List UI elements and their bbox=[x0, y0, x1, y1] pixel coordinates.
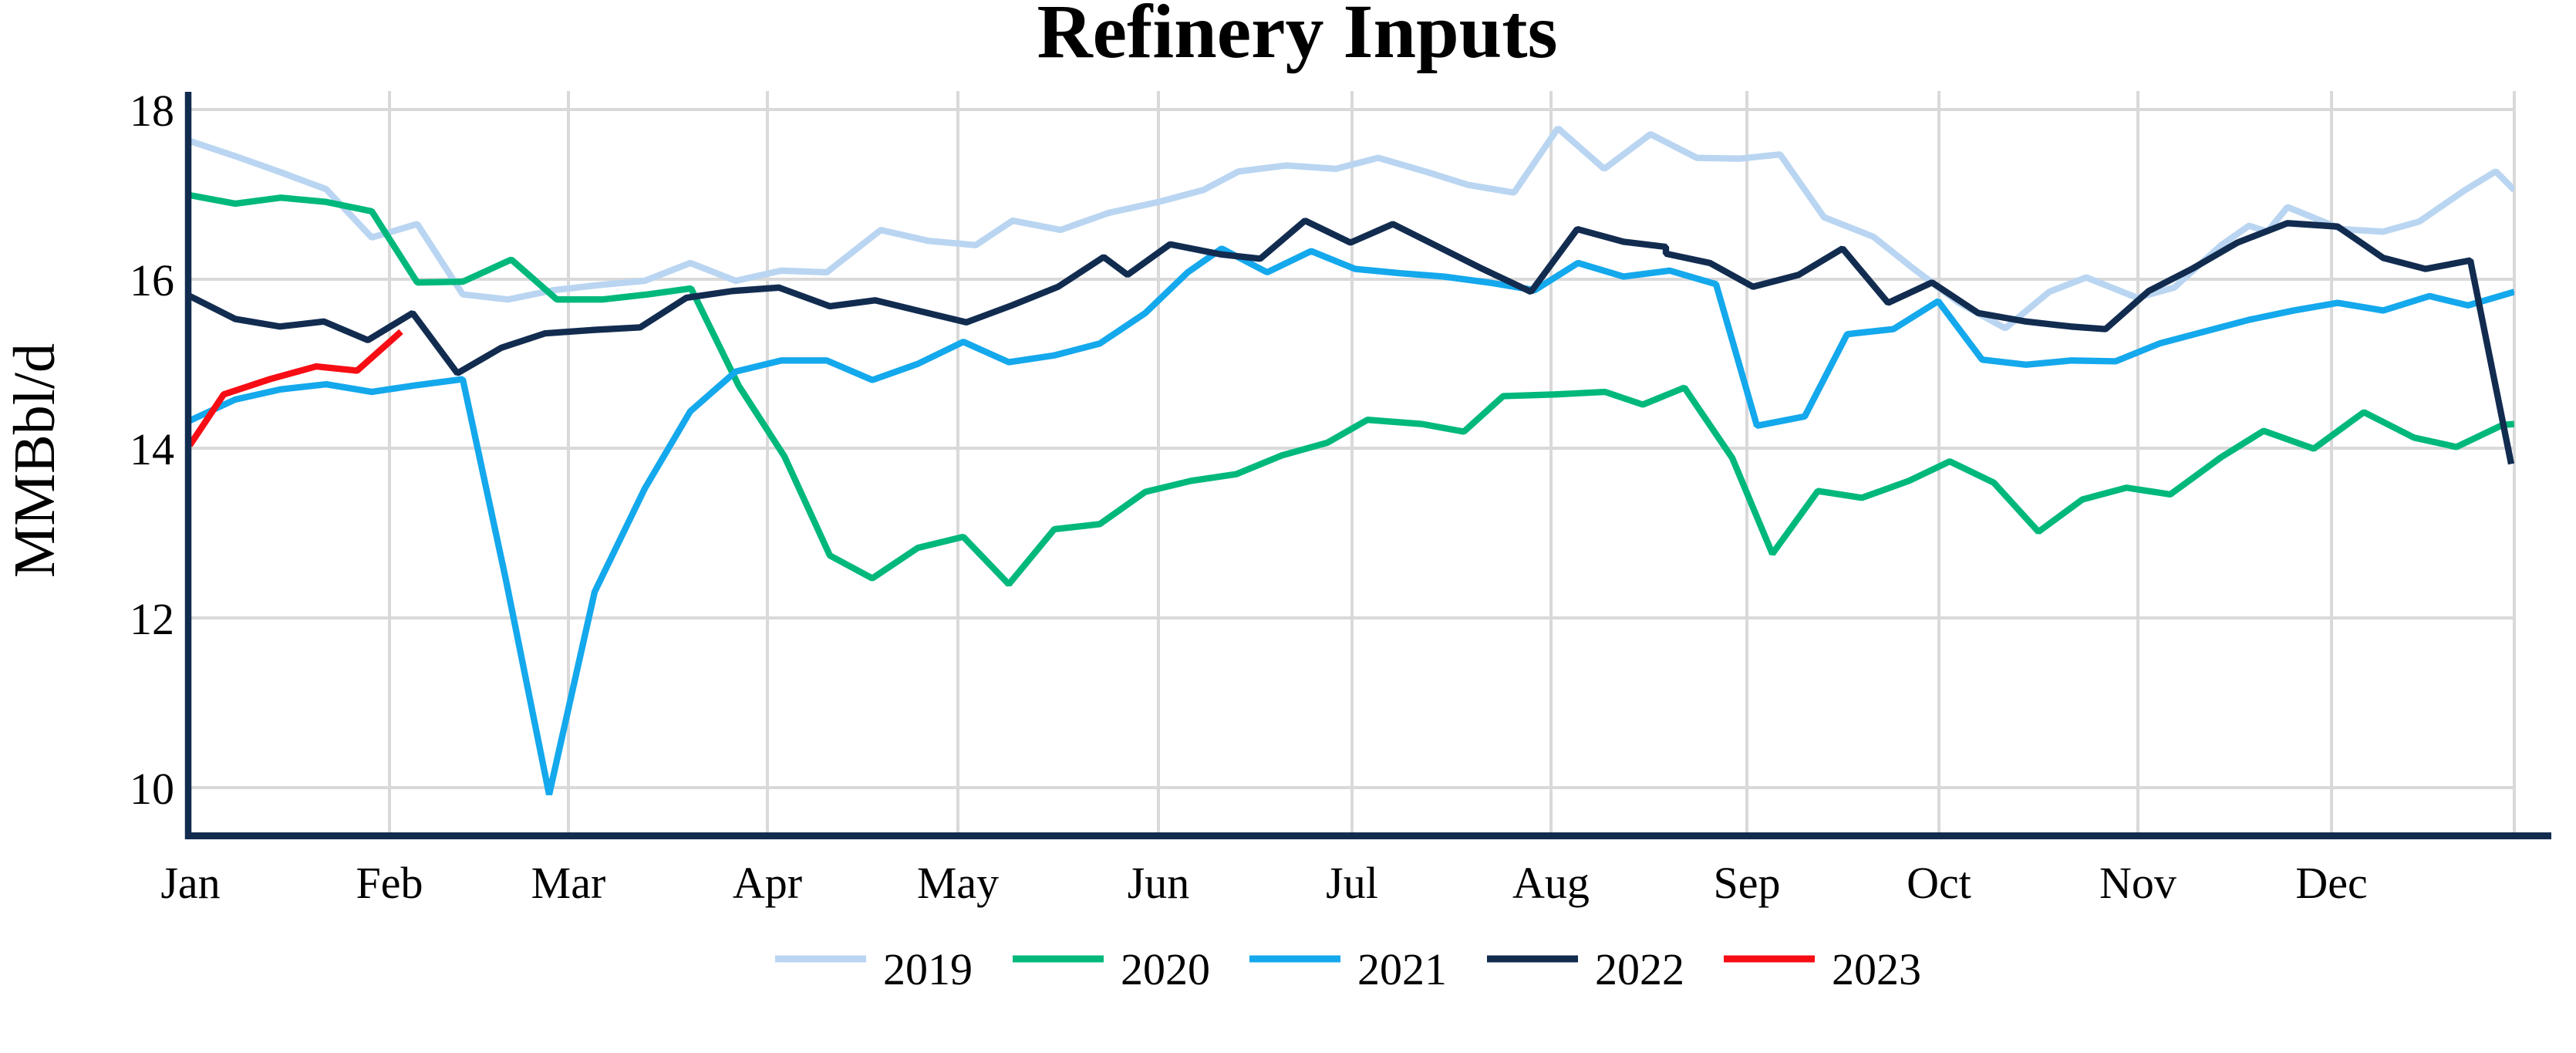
svg-text:Apr: Apr bbox=[733, 858, 802, 908]
svg-text:12: 12 bbox=[130, 594, 174, 644]
svg-text:Dec: Dec bbox=[2295, 858, 2367, 908]
svg-text:May: May bbox=[917, 858, 999, 908]
svg-text:2022: 2022 bbox=[1595, 944, 1684, 994]
svg-text:Mar: Mar bbox=[531, 858, 606, 908]
svg-text:18: 18 bbox=[130, 86, 174, 136]
svg-text:16: 16 bbox=[130, 255, 174, 305]
svg-text:2021: 2021 bbox=[1357, 944, 1447, 994]
svg-text:Sep: Sep bbox=[1714, 858, 1781, 908]
svg-text:2023: 2023 bbox=[1832, 944, 1921, 994]
svg-text:Nov: Nov bbox=[2099, 858, 2176, 908]
svg-text:MMBbl/d: MMBbl/d bbox=[2, 343, 67, 578]
svg-text:Jan: Jan bbox=[160, 858, 220, 908]
svg-text:2019: 2019 bbox=[883, 944, 973, 994]
svg-text:Jul: Jul bbox=[1326, 858, 1378, 908]
svg-text:10: 10 bbox=[130, 764, 174, 814]
svg-text:Aug: Aug bbox=[1512, 858, 1590, 908]
svg-text:Refinery Inputs: Refinery Inputs bbox=[1037, 0, 1557, 74]
svg-text:14: 14 bbox=[130, 424, 174, 474]
svg-text:2020: 2020 bbox=[1121, 944, 1210, 994]
svg-text:Jun: Jun bbox=[1128, 858, 1190, 908]
svg-text:Oct: Oct bbox=[1907, 858, 1971, 908]
svg-text:Feb: Feb bbox=[356, 858, 423, 908]
